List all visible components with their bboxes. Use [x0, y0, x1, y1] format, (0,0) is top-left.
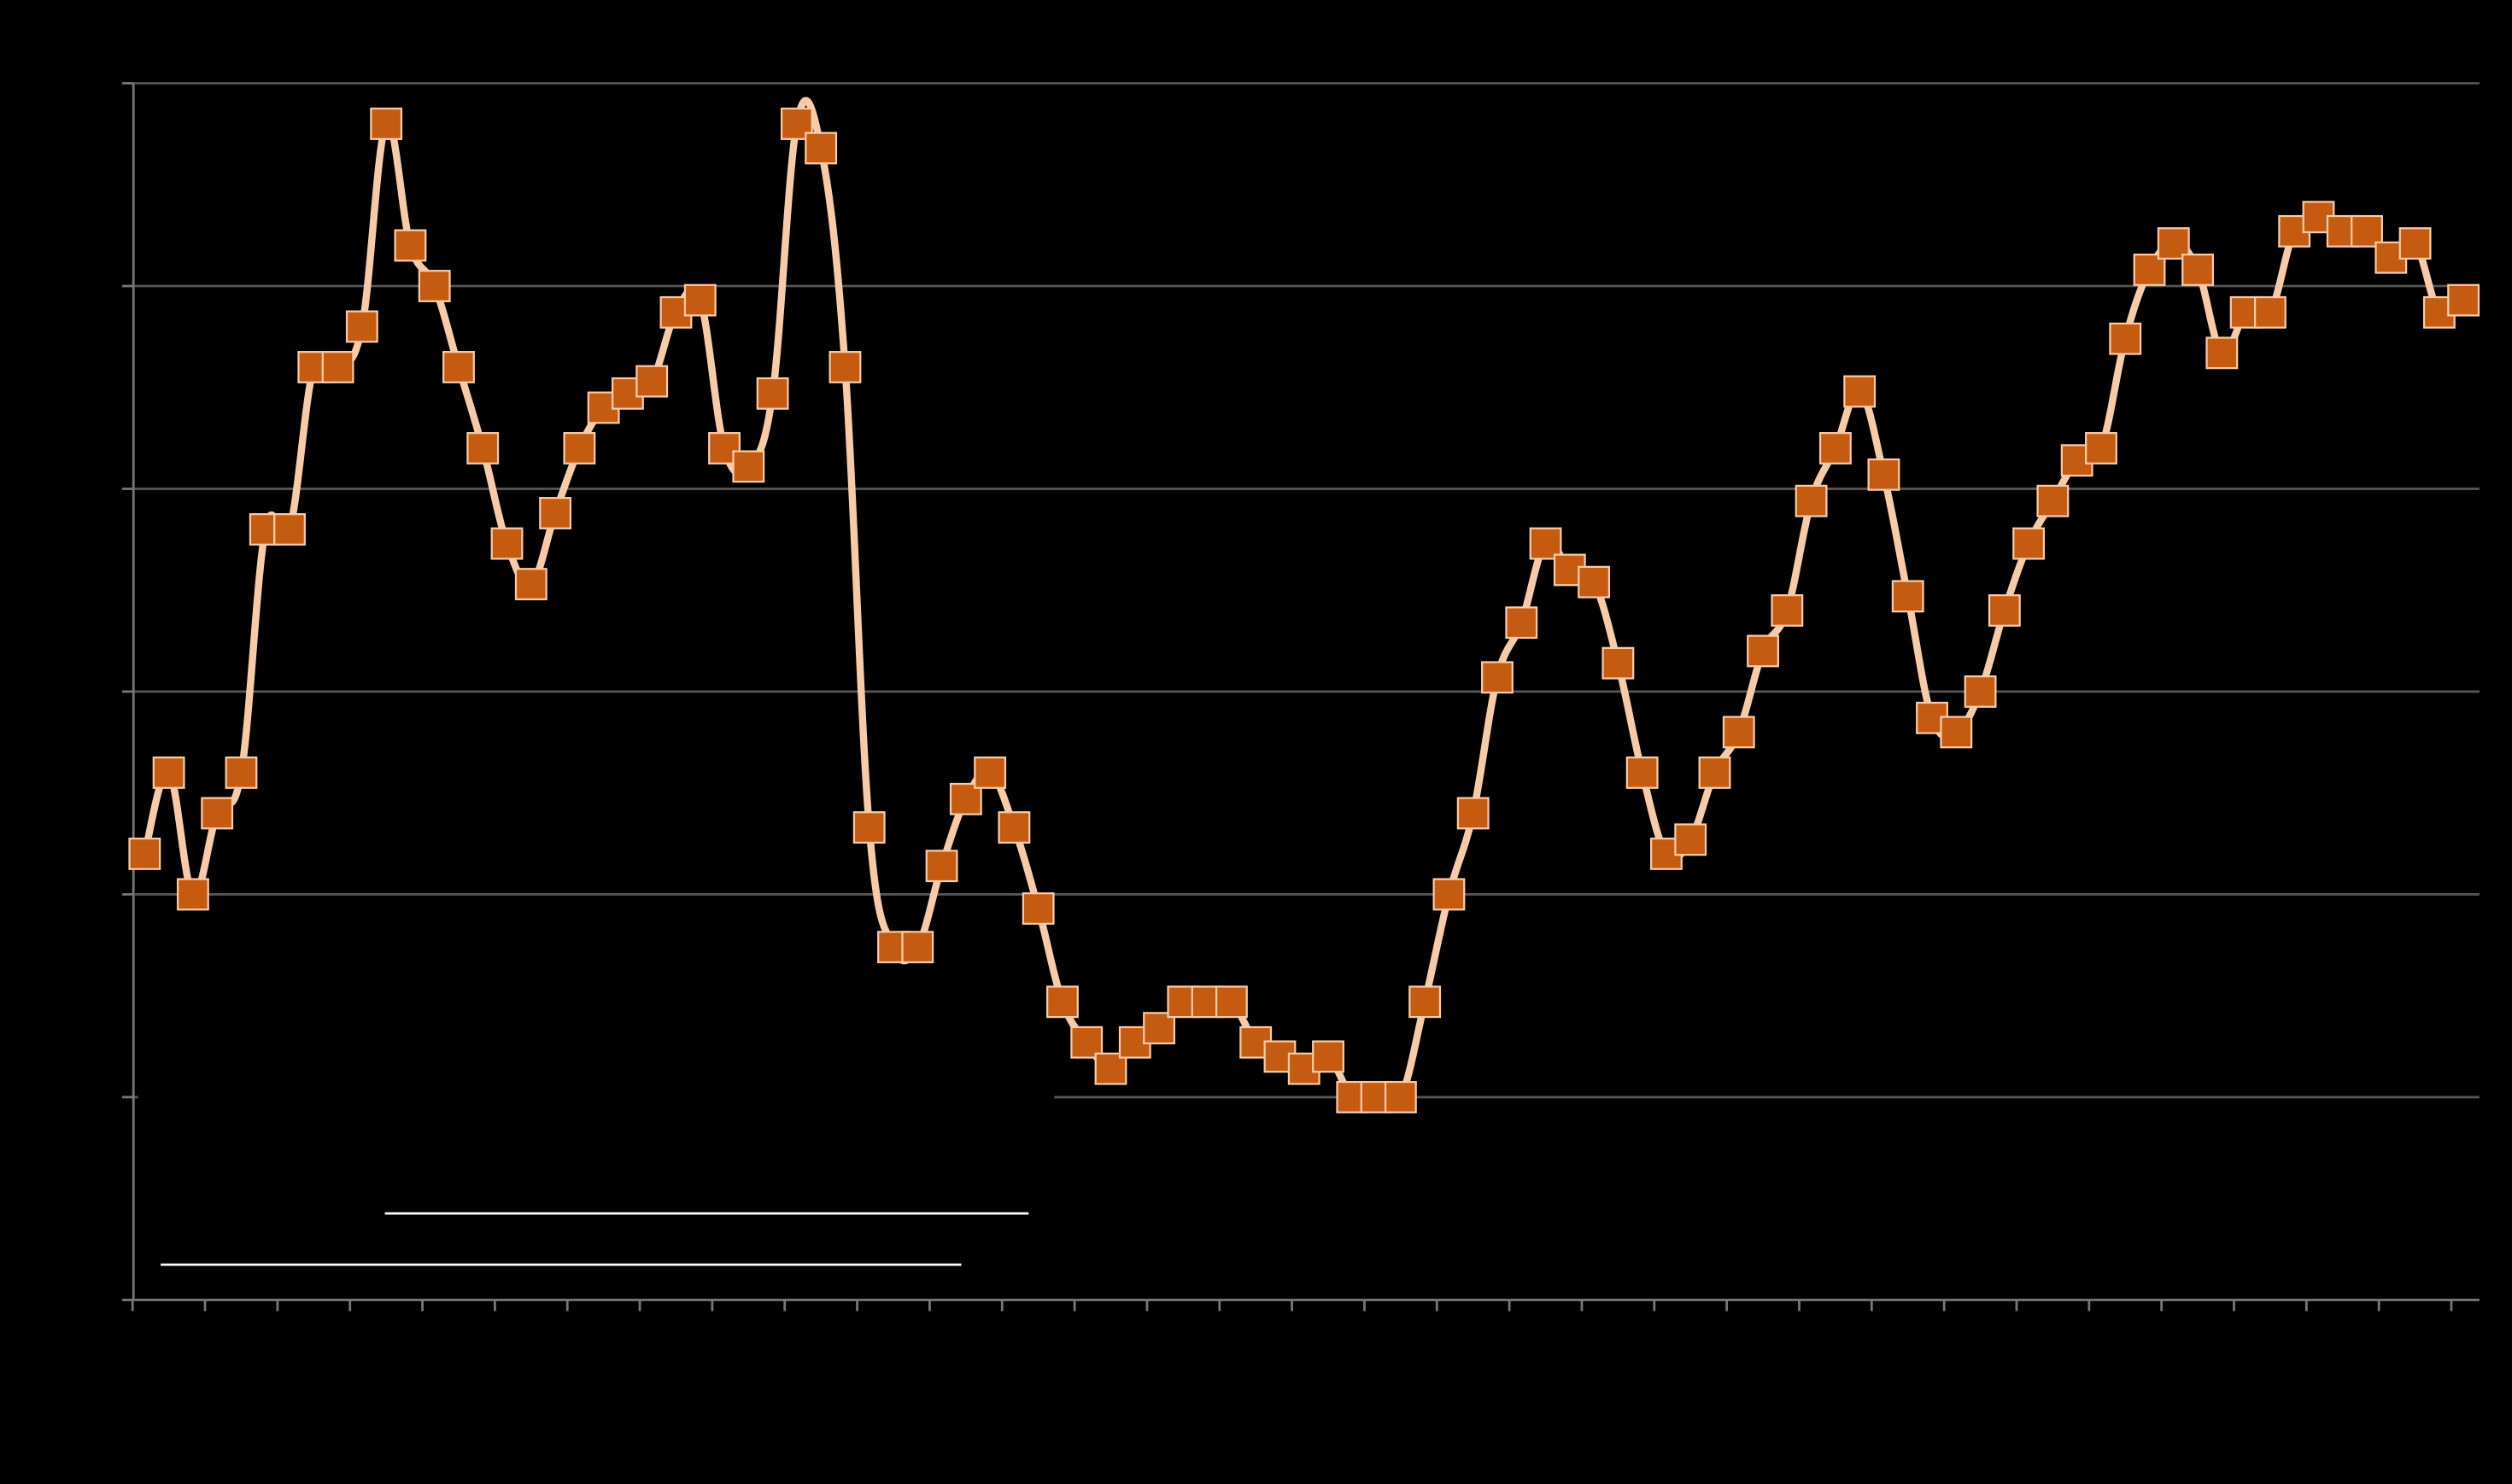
marker [1022, 892, 1055, 925]
marker [490, 527, 524, 560]
marker [732, 450, 765, 483]
marker [514, 568, 547, 601]
marker [273, 513, 306, 546]
plot [128, 96, 2480, 1113]
marker [1481, 661, 1514, 694]
marker [852, 811, 886, 844]
marker [1312, 1040, 1344, 1073]
marker [1408, 985, 1442, 1019]
marker [1601, 646, 1635, 680]
marker [1384, 1080, 1417, 1113]
marker [1698, 756, 1731, 789]
marker [1529, 527, 1562, 560]
marker [466, 432, 500, 464]
marker [2085, 432, 2117, 464]
marker [2133, 254, 2166, 286]
marker [370, 108, 403, 140]
marker [2253, 295, 2287, 329]
marker [1674, 823, 1707, 856]
marker [2012, 527, 2046, 560]
marker [1988, 594, 2021, 627]
marker [2181, 254, 2215, 286]
marker [539, 497, 572, 529]
marker [780, 108, 813, 140]
marker [901, 931, 934, 964]
marker [1818, 432, 1852, 464]
marker [805, 131, 838, 165]
marker [1070, 1025, 1104, 1059]
legend-box [138, 1088, 1055, 1294]
marker [225, 756, 258, 789]
marker [829, 351, 862, 383]
marker [2351, 214, 2383, 248]
marker [756, 377, 789, 410]
marker [635, 365, 669, 398]
marker [394, 229, 427, 262]
marker [2109, 322, 2142, 355]
marker [949, 782, 982, 815]
x-ticks [131, 1300, 2453, 1312]
marker [1722, 716, 1755, 749]
marker [1771, 594, 1804, 627]
marker [925, 850, 958, 883]
marker [1046, 985, 1079, 1019]
marker [1747, 634, 1779, 668]
marker [974, 756, 1007, 789]
marker [1891, 580, 1924, 613]
marker [1456, 797, 1490, 830]
marker [563, 432, 596, 464]
marker [1505, 606, 1538, 640]
marker [201, 797, 234, 830]
marker [442, 351, 475, 383]
marker [683, 283, 717, 317]
marker [176, 878, 209, 911]
marker [1843, 375, 1877, 408]
marker [1432, 878, 1466, 911]
marker [2398, 227, 2432, 260]
marker [152, 756, 185, 789]
marker [1795, 484, 1828, 517]
marker [321, 351, 354, 383]
marker [345, 310, 378, 343]
marker [418, 270, 451, 302]
marker [1867, 458, 1900, 491]
marker [1215, 985, 1248, 1019]
marker [2157, 227, 2190, 260]
marker [1625, 756, 1659, 789]
marker [998, 811, 1031, 844]
marker [1094, 1052, 1127, 1085]
marker [1143, 1012, 1176, 1045]
marker [1578, 565, 1611, 599]
marker [1940, 716, 1973, 749]
marker [128, 837, 161, 870]
marker [1964, 675, 1997, 708]
marker [2205, 336, 2239, 370]
marker [2447, 283, 2480, 317]
marker [2036, 484, 2070, 517]
